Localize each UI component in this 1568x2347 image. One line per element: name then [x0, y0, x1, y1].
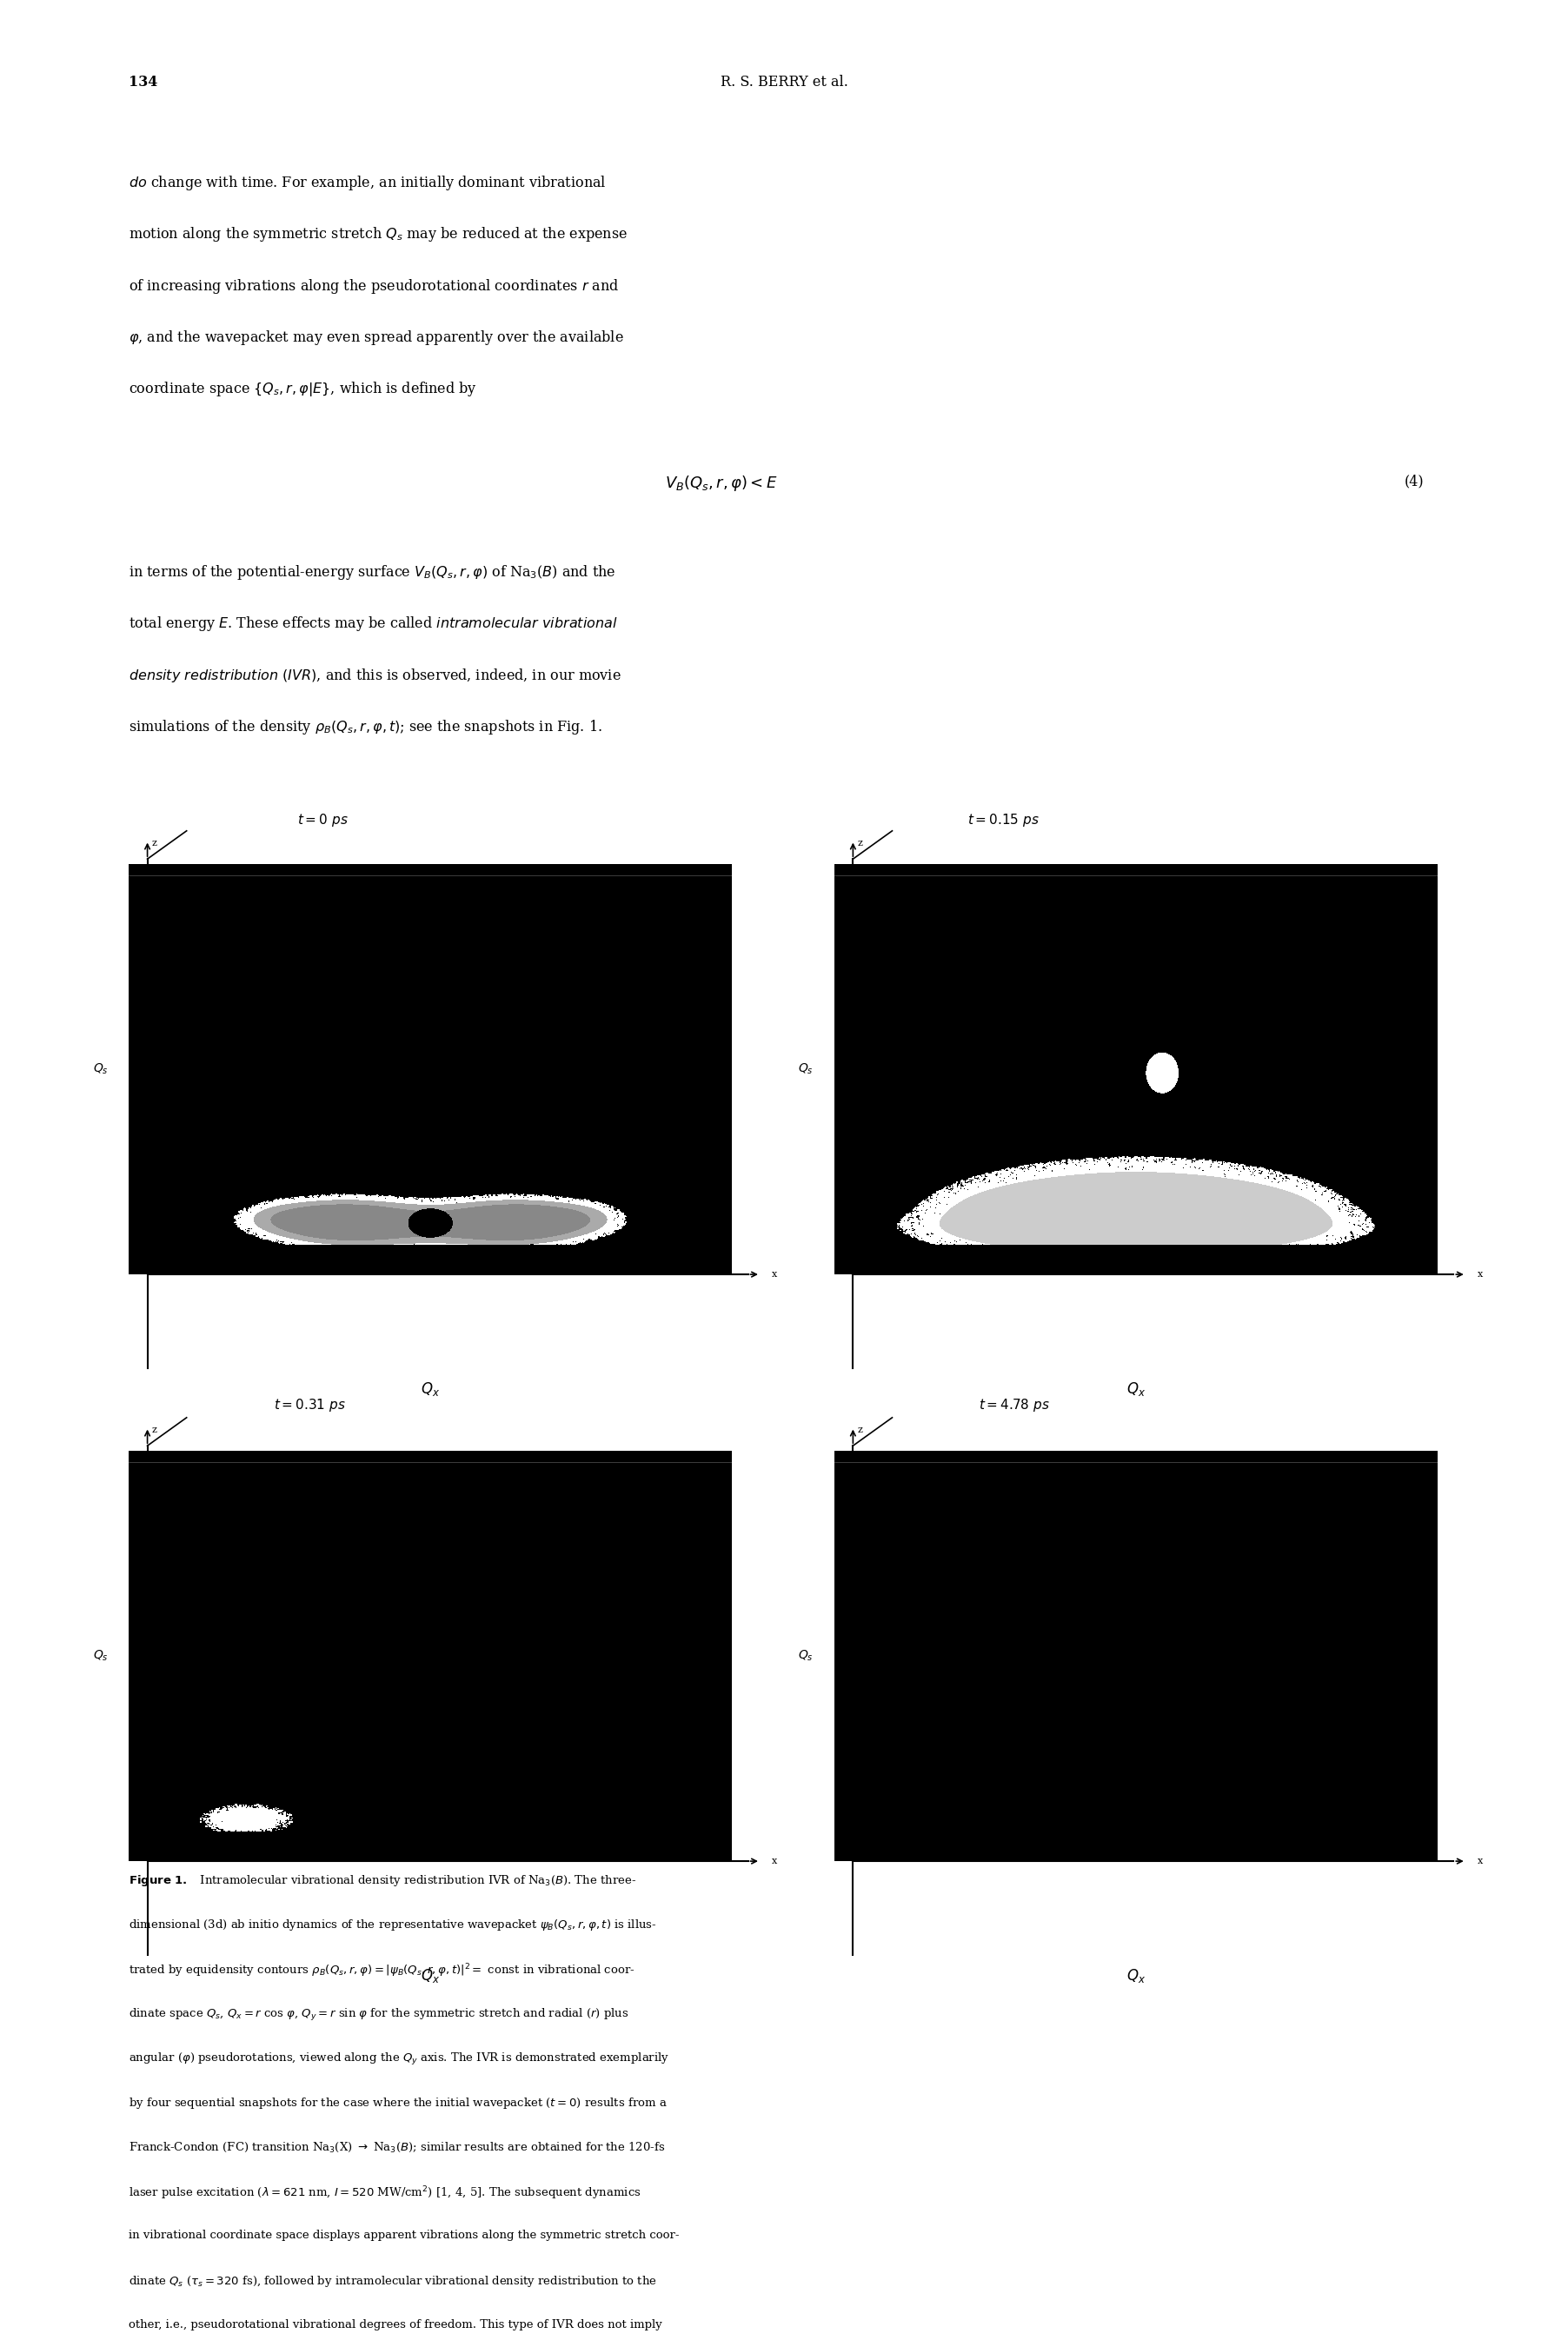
Text: trated by equidensity contours $\rho_B(Q_s, r, \varphi) = |\psi_B(Q_s, r, \varph: trated by equidensity contours $\rho_B(Q… [129, 1962, 635, 1979]
Text: z: z [152, 838, 157, 847]
Text: angular ($\varphi$) pseudorotations, viewed along the $Q_y$ axis. The IVR is dem: angular ($\varphi$) pseudorotations, vie… [129, 2051, 670, 2068]
Text: 134: 134 [129, 75, 158, 89]
Text: z: z [152, 1425, 157, 1434]
Text: Franck-Condon (FC) transition Na$_3$(X) $\rightarrow$ Na$_3$($B$); similar resul: Franck-Condon (FC) transition Na$_3$(X) … [129, 2140, 665, 2155]
Text: $Q_x$: $Q_x$ [420, 1380, 441, 1396]
Text: of increasing vibrations along the pseudorotational coordinates $r$ and: of increasing vibrations along the pseud… [129, 277, 619, 296]
Text: $\varphi$, and the wavepacket may even spread apparently over the available: $\varphi$, and the wavepacket may even s… [129, 329, 624, 347]
Text: other, i.e., pseudorotational vibrational degrees of freedom. This type of IVR d: other, i.e., pseudorotational vibrationa… [129, 2319, 662, 2331]
Text: $\it{do}$ change with time. For example, an initially dominant vibrational: $\it{do}$ change with time. For example,… [129, 174, 607, 192]
Text: $Q_s$: $Q_s$ [798, 1061, 814, 1077]
Text: $t = 0\ ps$: $t = 0\ ps$ [298, 812, 348, 828]
Text: simulations of the density $\rho_B(Q_s, r, \varphi, t)$; see the snapshots in Fi: simulations of the density $\rho_B(Q_s, … [129, 718, 602, 737]
Text: z: z [858, 838, 862, 847]
Text: dinate space $Q_s$, $Q_x = r$ cos $\varphi$, $Q_y = r$ sin $\varphi$ for the sym: dinate space $Q_s$, $Q_x = r$ cos $\varp… [129, 2007, 629, 2023]
Text: $\it{density\ redistribution\ (IVR)}$, and this is observed, indeed, in our movi: $\it{density\ redistribution\ (IVR)}$, a… [129, 667, 621, 683]
Text: by four sequential snapshots for the case where the initial wavepacket ($t = 0$): by four sequential snapshots for the cas… [129, 2096, 668, 2110]
Text: $Q_s$: $Q_s$ [93, 1061, 108, 1077]
Text: in vibrational coordinate space displays apparent vibrations along the symmetric: in vibrational coordinate space displays… [129, 2230, 679, 2241]
Text: x: x [771, 1856, 776, 1866]
Text: $Q_s$: $Q_s$ [798, 1648, 814, 1664]
Text: laser pulse excitation ($\lambda = 621$ nm, $I = 520$ MW/cm$^2$) [1, 4, 5]. The : laser pulse excitation ($\lambda = 621$ … [129, 2185, 641, 2201]
Text: $t = 0.15\ ps$: $t = 0.15\ ps$ [967, 812, 1040, 828]
Text: x: x [1477, 1270, 1482, 1279]
Text: dinate $Q_s$ ($\tau_s = 320$ fs), followed by intramolecular vibrational density: dinate $Q_s$ ($\tau_s = 320$ fs), follow… [129, 2274, 657, 2288]
Text: motion along the symmetric stretch $Q_s$ may be reduced at the expense: motion along the symmetric stretch $Q_s$… [129, 225, 627, 244]
Text: R. S. BERRY et al.: R. S. BERRY et al. [720, 75, 848, 89]
Text: $Q_x$: $Q_x$ [1126, 1380, 1146, 1396]
Text: $t = 0.31\ ps$: $t = 0.31\ ps$ [273, 1396, 345, 1413]
Text: (4): (4) [1403, 474, 1424, 488]
Text: $\bf{Figure\ 1.}$   Intramolecular vibrational density redistribution IVR of Na$: $\bf{Figure\ 1.}$ Intramolecular vibrati… [129, 1873, 637, 1887]
Text: z: z [858, 1425, 862, 1434]
Text: $V_B(Q_s, r, \varphi) < E$: $V_B(Q_s, r, \varphi) < E$ [665, 474, 778, 493]
Text: total energy $E$. These effects may be called $\it{intramolecular\ vibrational}$: total energy $E$. These effects may be c… [129, 615, 618, 634]
Text: $Q_x$: $Q_x$ [420, 1967, 441, 1983]
Text: dimensional (3d) ab initio dynamics of the representative wavepacket $\psi_B(Q_s: dimensional (3d) ab initio dynamics of t… [129, 1917, 657, 1932]
Text: $Q_x$: $Q_x$ [1126, 1967, 1146, 1983]
Text: x: x [771, 1270, 776, 1279]
Text: $t = 4.78\ ps$: $t = 4.78\ ps$ [978, 1396, 1051, 1413]
Text: in terms of the potential-energy surface $V_B(Q_s, r, \varphi)$ of Na$_3$($B$) a: in terms of the potential-energy surface… [129, 563, 616, 582]
Text: coordinate space $\{Q_s, r, \varphi|E\}$, which is defined by: coordinate space $\{Q_s, r, \varphi|E\}$… [129, 380, 477, 399]
Text: $Q_s$: $Q_s$ [93, 1648, 108, 1664]
Text: x: x [1477, 1856, 1482, 1866]
